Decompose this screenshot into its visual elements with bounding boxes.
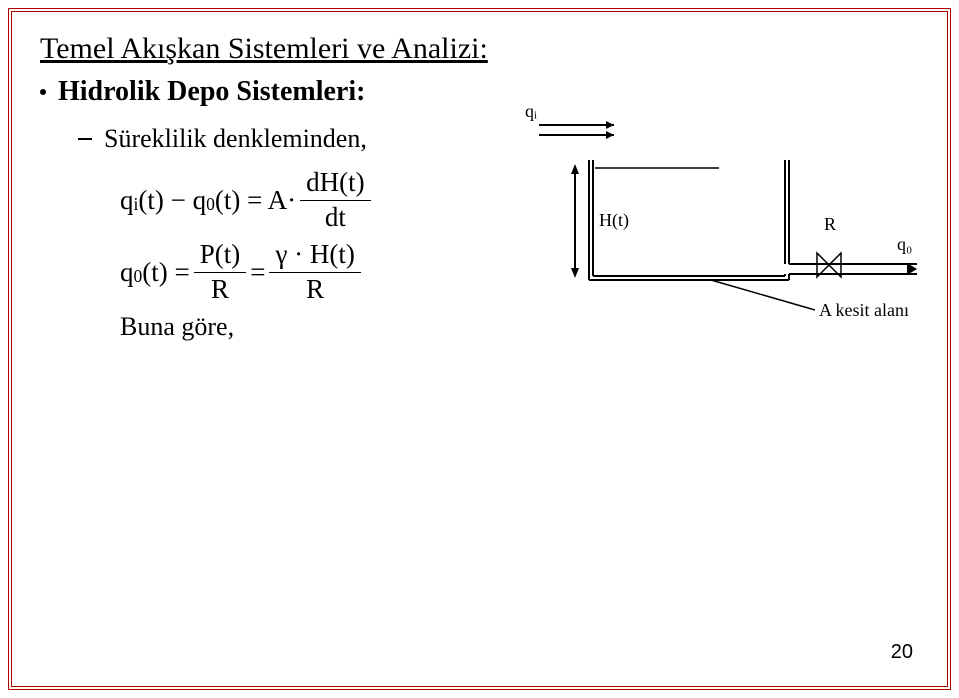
eq1-frac-den: dt [319,201,352,233]
svg-text:H(t): H(t) [599,210,629,231]
eq1-fraction: dH(t) dt [300,168,370,232]
eq2-frac1-den: R [205,273,235,305]
eq1-frac-num: dH(t) [300,168,370,201]
eq2-mid1: (t) = [142,257,189,288]
slide-border: Temel Akışkan Sistemleri ve Analizi: Hid… [8,8,951,690]
eq2-fraction-2: γ · H(t) R [269,240,360,304]
eq1-qi-sub: i [134,194,139,215]
bullet-1-text: Hidrolik Depo Sistemleri: [58,76,365,108]
bullet-dot-icon [40,89,46,95]
subbullet-1-text: Süreklilik denkleminden, [104,124,367,154]
eq1-mid2: (t) = A· [215,185,296,216]
eq1-q0-sub: 0 [206,194,215,215]
svg-text:q₀: q₀ [897,234,912,254]
eq2-q0-q: q [120,257,134,288]
slide-content: Temel Akışkan Sistemleri ve Analizi: Hid… [40,32,919,666]
eq2-frac1-num: P(t) [194,240,247,273]
slide-title: Temel Akışkan Sistemleri ve Analizi: [40,32,919,66]
svg-text:R: R [824,214,836,234]
tank-diagram: qᵢ H(t) Rq₀ A kesit alanı [519,80,919,330]
eq1-qi-q: q [120,185,134,216]
eq1-mid1: (t) − q [138,185,206,216]
eq2-frac2-den: R [300,273,330,305]
dash-icon [78,138,92,140]
eq2-mid2: = [250,257,265,288]
eq2-fraction-1: P(t) R [194,240,247,304]
svg-text:A kesit alanı: A kesit alanı [819,300,909,320]
eq2-q0-sub: 0 [134,266,143,287]
eq2-frac2-num: γ · H(t) [269,240,360,273]
svg-text:qᵢ: qᵢ [525,101,537,121]
page-number: 20 [891,641,913,664]
